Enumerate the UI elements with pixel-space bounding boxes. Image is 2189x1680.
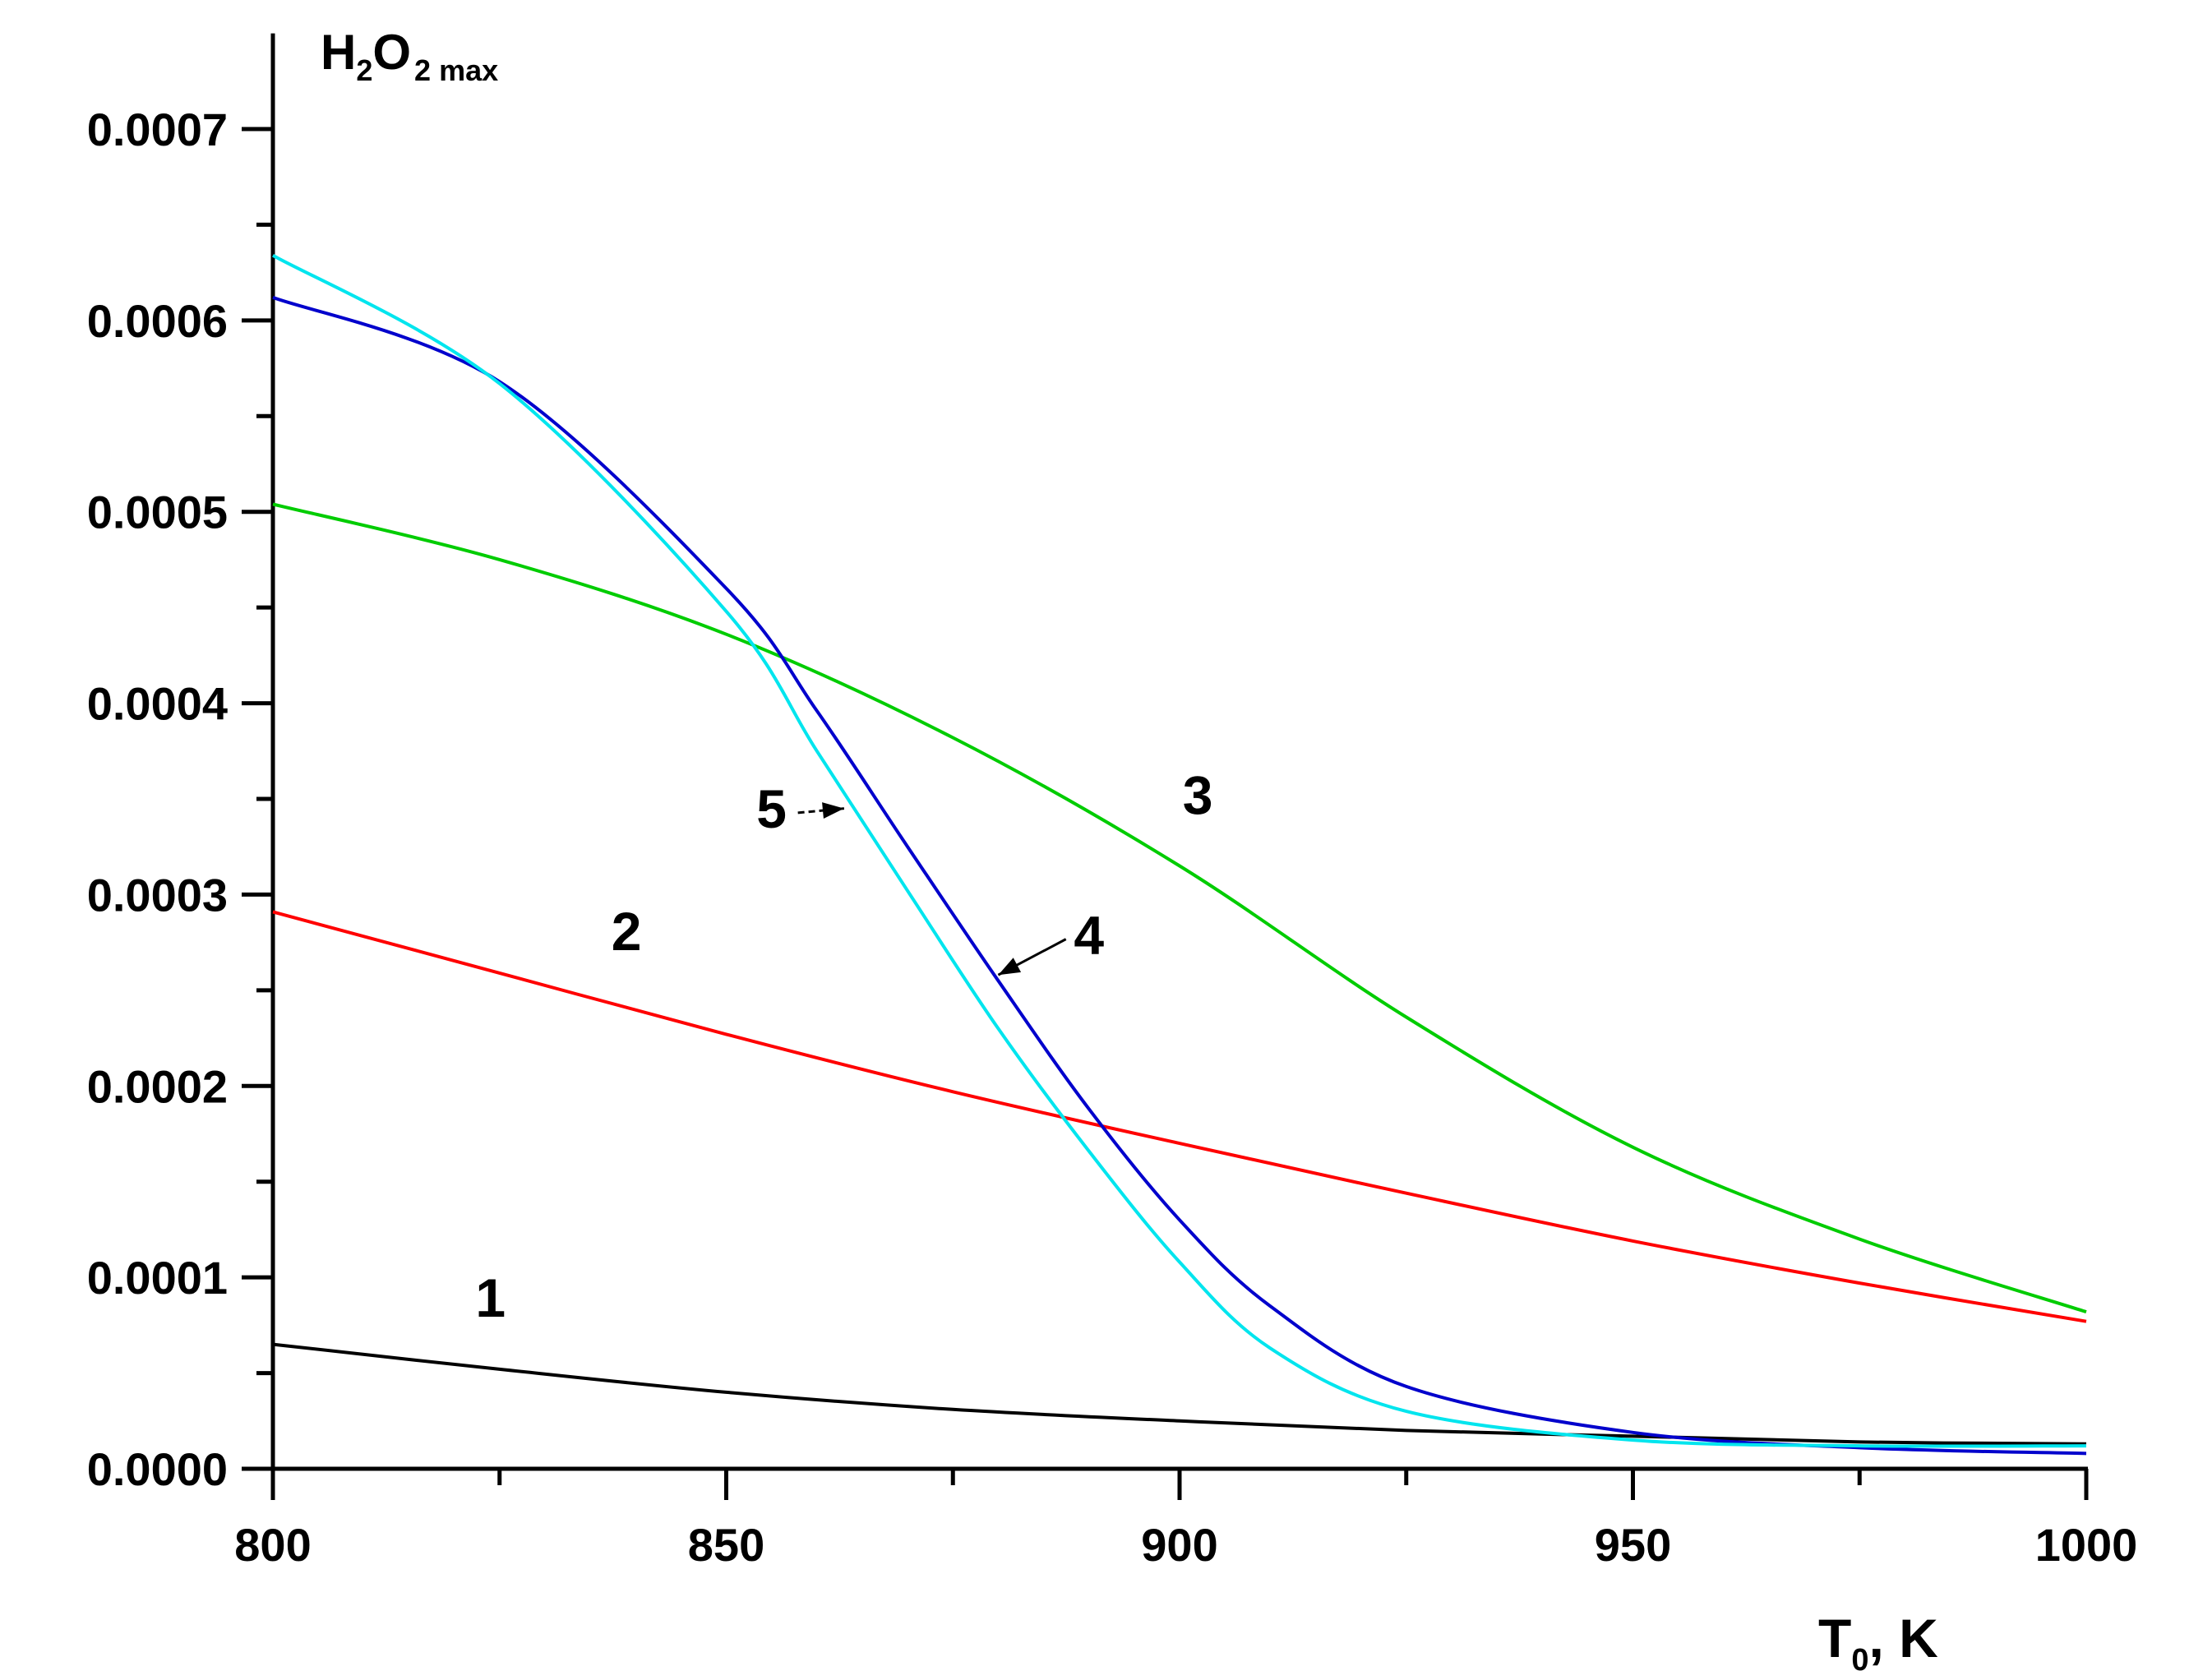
y-tick-label: 0.0000 [87, 1443, 228, 1495]
y-tick-label: 0.0002 [87, 1060, 228, 1112]
x-label-sub: 0 [1851, 1643, 1868, 1678]
curve-label-5: 5 [756, 778, 787, 839]
x-label-main: T [1818, 1608, 1851, 1668]
x-label-suffix: , K [1868, 1608, 1938, 1668]
y-tick-label: 0.0004 [87, 678, 228, 730]
x-tick-label: 800 [234, 1519, 311, 1571]
y-tick-label: 0.0003 [87, 869, 228, 921]
curve-label-4: 4 [1074, 905, 1104, 966]
x-tick-label: 850 [688, 1519, 764, 1571]
y-axis-label: H2O 2 max [321, 25, 498, 87]
y-tick-label: 0.0001 [87, 1252, 228, 1304]
x-tick-label: 950 [1595, 1519, 1671, 1571]
y-tick-label: 0.0005 [87, 487, 228, 538]
series-line-1 [272, 1342, 2087, 1446]
series-line-4 [272, 296, 2087, 1456]
y-label-sub1: 2 [356, 53, 372, 87]
series-line-5 [272, 253, 2087, 1448]
curve-label-2: 2 [612, 901, 642, 962]
x-tick-label: 1000 [2035, 1519, 2138, 1571]
curve-arrowhead-4 [998, 958, 1022, 976]
y-label-main2: O [372, 25, 411, 80]
x-tick-label: 900 [1141, 1519, 1217, 1571]
series-line-3 [272, 502, 2087, 1314]
curve-arrowhead-5 [822, 802, 844, 819]
y-tick-label: 0.0006 [87, 295, 228, 347]
y-label-sub2: 2 max [414, 53, 498, 87]
curve-label-3: 3 [1183, 765, 1213, 826]
labels-layer: 1 2 3 4 5 [475, 765, 1212, 1328]
y-tick-label: 0.0007 [87, 104, 228, 155]
y-label-main1: H [321, 25, 356, 80]
series-line-2 [272, 910, 2087, 1323]
series-layer [272, 253, 2087, 1456]
curve-arrow-5 [797, 807, 845, 815]
axes: 0.0000 0.0001 0.0002 0.0003 0.0004 0.0005 0.00… [87, 33, 2138, 1571]
curve-label-1: 1 [475, 1267, 506, 1328]
x-axis-label: T0, K [1818, 1608, 1938, 1678]
